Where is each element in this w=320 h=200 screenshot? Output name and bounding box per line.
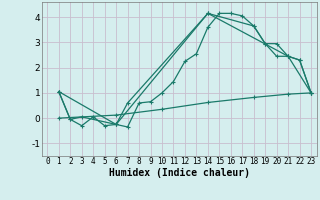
X-axis label: Humidex (Indice chaleur): Humidex (Indice chaleur): [109, 168, 250, 178]
